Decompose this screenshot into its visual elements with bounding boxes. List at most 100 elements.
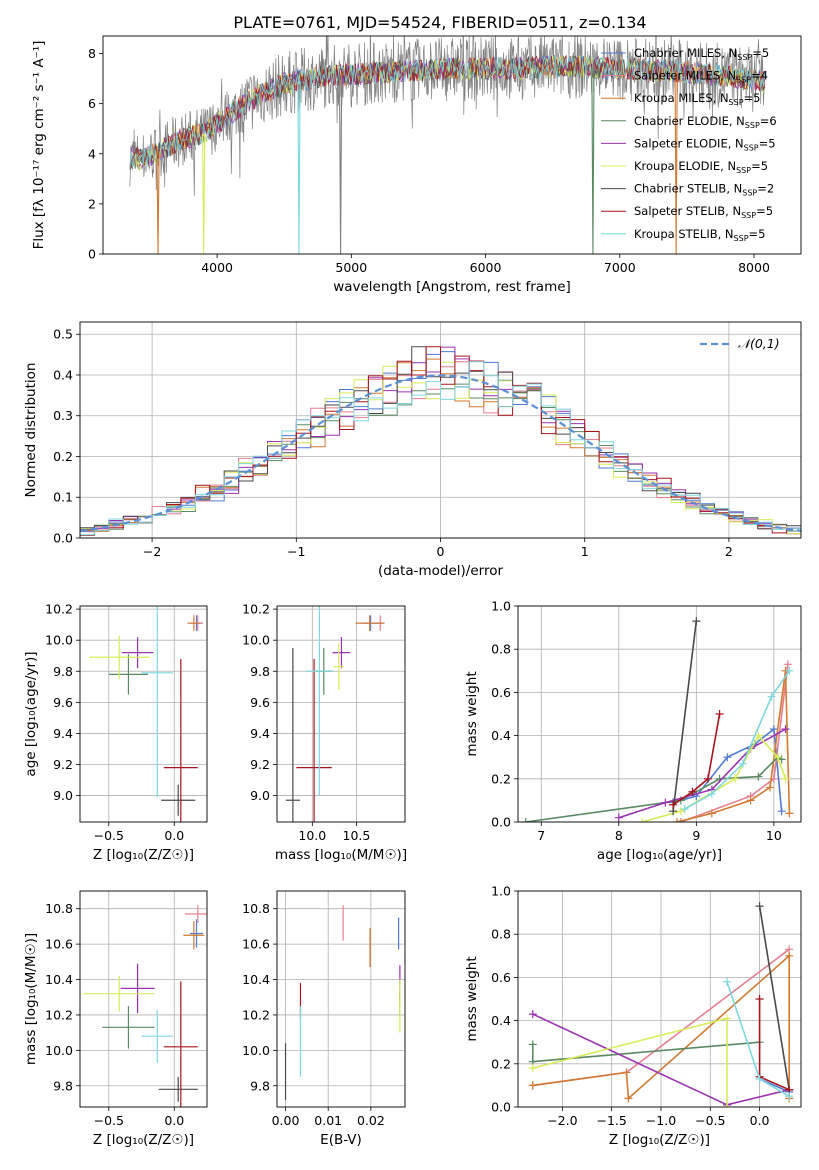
y-axis-label: mass [log₁₀(M/M☉)] [23,933,39,1065]
axes-frame [102,35,802,255]
y-tick-label: 9.8 [250,1078,270,1093]
weight-point-marker [624,1094,633,1103]
y-tick-label: 10.2 [45,602,73,617]
y-tick-label: 0.4 [491,1013,511,1028]
y-tick-label: 9.0 [250,788,270,803]
y-tick-label: 10.2 [242,602,270,617]
x-tick-label: 0.01 [314,1113,342,1128]
y-tick-label: 9.8 [53,1078,73,1093]
x-tick-label: 0.0 [164,1113,184,1128]
weight-point-marker [669,800,678,809]
weight-point-marker [614,813,623,822]
y-tick-label: 9.8 [250,664,270,679]
y-axis-label: Normed distribution [23,363,39,498]
plot-area [80,346,801,536]
x-tick-label: 7000 [604,260,636,275]
x-tick-label: −2 [143,544,161,559]
observed-spectrum [129,36,765,196]
y-tick-label: 10.8 [45,901,73,916]
x-tick-label: 1 [581,544,589,559]
plot-area [285,606,385,822]
legend-subscript: SSP [734,234,749,243]
weight-point-marker [723,1103,732,1107]
y-tick-label: 10.2 [242,1007,270,1022]
panel-spectrum: 4000 5000 6000 7000 8000 0 2 4 6 8 wavelength [Ang… [31,35,802,295]
y-tick-label: 10.8 [242,901,270,916]
axes-frame [517,890,802,1108]
y-tick-label: 0.1 [53,490,73,505]
weight-point-marker [765,783,774,792]
x-tick-label: 0.0 [164,828,184,843]
x-axis-label: wavelength [Angstrom, rest frame] [333,279,571,295]
plot-area [129,36,766,254]
legend-label: Kroupa ELODIE, N [634,159,736,173]
y-tick-label: 0.2 [491,771,511,786]
legend-nssp: =5 [751,159,768,173]
legend-subscript: SSP [741,211,756,220]
legend-subscript: SSP [737,53,752,62]
weight-point-marker [707,809,716,818]
y-tick-label: 9.0 [53,788,73,803]
weight-point-marker [754,772,763,781]
weight-point-marker [731,774,740,783]
x-tick-label: 0.0 [750,1113,770,1128]
y-tick-label: 10.6 [45,937,73,952]
y-tick-label: 1.0 [491,884,511,899]
weight-point-marker [715,710,724,718]
legend-label: Kroupa STELIB, N [634,227,734,241]
panel-mass-vs-EBV: 0.00 0.01 0.02 9.8 10.0 10.2 10.4 10.6 10.8 E(B-V… [242,890,406,1148]
y-tick-label: 0.5 [53,327,73,342]
x-tick-label: −1.0 [646,1113,676,1128]
y-tick-label: 10.0 [45,1043,73,1058]
x-tick-label: 6000 [470,260,502,275]
legend-label: Salpeter MILES, N [634,69,736,83]
panel-massweight-vs-Z: −2.0 −1.5 −1.0 −0.5 0.0 0.0 0.2 0.4 0.6 0.8 1.0 Z [… [464,884,802,1148]
x-axis-label: Z [log₁₀(Z/Z☉)] [609,1132,710,1148]
weight-point-marker [703,774,712,783]
legend-nssp: =5 [744,91,761,105]
legend-nssp: =5 [756,204,773,218]
weight-point-marker [785,951,794,960]
x-tick-label: 8000 [738,260,770,275]
y-tick-label: 10.6 [242,937,270,952]
weight-point-marker [785,666,794,675]
weight-series-line [758,905,790,1090]
x-tick-label: −0.5 [695,1113,725,1128]
spectrum-dip [674,71,678,254]
x-tick-label: 0.02 [357,1113,385,1128]
x-tick-label: 7 [537,828,545,843]
weight-point-marker [688,787,697,796]
weight-point-marker [781,774,790,783]
legend-label: Salpeter ELODIE, N [634,136,744,150]
weight-point-marker [738,759,747,768]
y-tick-label: 8 [88,46,96,61]
y-tick-label: 9.2 [250,757,270,772]
x-tick-label: 5000 [335,260,367,275]
legend-label: Chabrier STELIB, N [634,182,742,196]
weight-point-marker [755,995,764,1003]
y-tick-label: 0.4 [53,367,73,382]
weight-point-marker [783,660,792,669]
y-tick-label: 6 [88,96,96,111]
y-tick-label: 9.6 [53,695,73,710]
x-axis-label: Z [log₁₀(Z/Z☉)] [93,847,194,863]
weight-point-marker [521,818,530,822]
x-tick-label: −1.5 [596,1113,626,1128]
plot-area [528,902,794,1107]
axes-frame [276,605,406,823]
x-tick-label: 10.0 [298,828,326,843]
axes-frame [79,321,802,539]
spectrum-dip [297,80,301,254]
weight-series-line [672,621,698,812]
legend-label: 𝒩(0,1) [738,336,780,351]
legend-subscript: SSP [736,166,751,175]
weight-point-marker [676,818,685,822]
weight-series-line [672,713,721,806]
x-tick-label: −0.5 [94,828,124,843]
x-tick-label: 9 [692,828,700,843]
y-tick-label: 0 [88,247,96,262]
weight-series-line [680,664,789,822]
spectrum-dip [338,75,343,254]
x-tick-label: 10.5 [343,828,371,843]
y-tick-label: 0.3 [53,408,73,423]
